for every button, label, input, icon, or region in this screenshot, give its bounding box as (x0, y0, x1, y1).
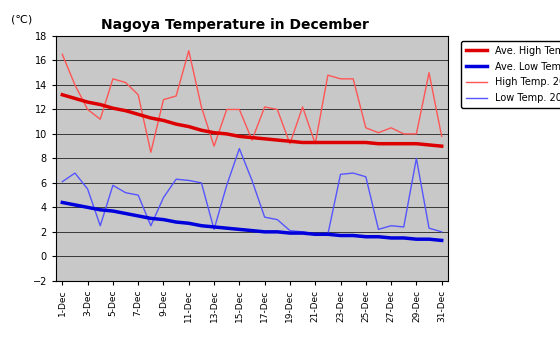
Legend: Ave. High Temp., Ave. Low Temp., High Temp. 2007, Low Temp. 2007: Ave. High Temp., Ave. Low Temp., High Te… (461, 41, 560, 108)
Text: Nagoya Temperature in December: Nagoya Temperature in December (101, 18, 369, 32)
Text: (℃): (℃) (11, 14, 32, 24)
